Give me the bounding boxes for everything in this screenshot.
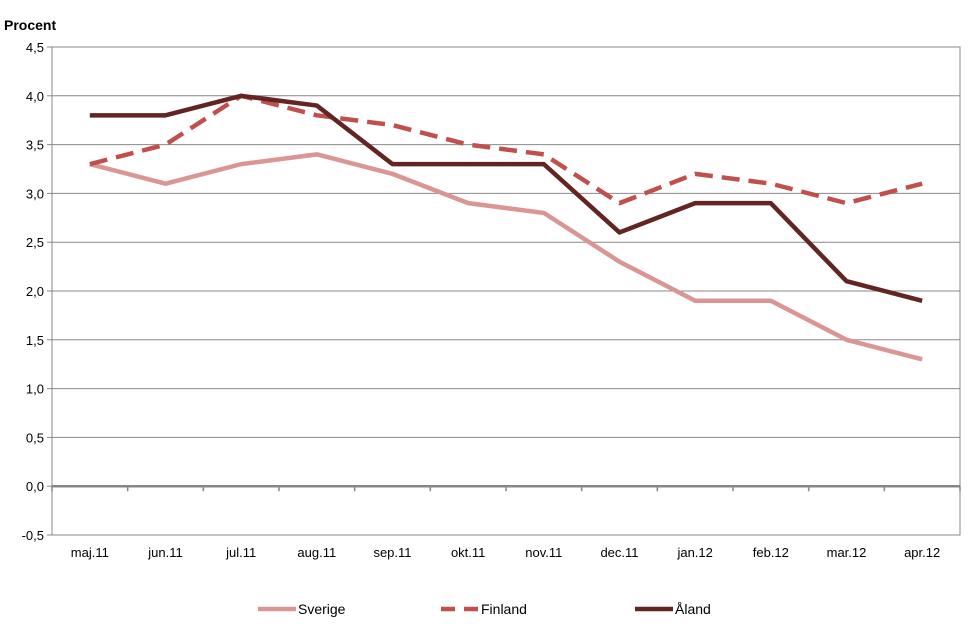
x-tick-label: apr.12 [904, 545, 940, 560]
y-tick-label: 4,0 [26, 89, 44, 104]
x-tick-label: aug.11 [297, 545, 336, 560]
y-tick-label: 0,5 [26, 430, 44, 445]
gridlines [51, 46, 961, 536]
x-tick-label: okt.11 [451, 545, 485, 560]
axes: 4,5 4,0 3,5 3,0 2,5 2,0 1,5 1,0 0,5 0,0 -0,5 maj.11… [22, 40, 961, 560]
x-tick-label: nov.11 [525, 545, 562, 560]
y-axis-label: Procent [4, 17, 56, 33]
x-tick-label: mar.12 [827, 545, 867, 560]
series-lines [89, 93, 923, 362]
x-tick-label: maj.11 [71, 545, 109, 560]
x-tick-label: jan.12 [676, 545, 712, 560]
y-tick-label: 3,5 [26, 138, 44, 153]
y-tick-label: 2,0 [26, 284, 44, 299]
y-tick-label: -0,5 [22, 528, 44, 543]
x-tick-label: jul.11 [225, 545, 256, 560]
x-tick-label: dec.11 [600, 545, 638, 560]
legend-label: Åland [675, 601, 711, 617]
x-tick-label: feb.12 [753, 545, 789, 560]
y-tick-label: 2,5 [26, 235, 44, 250]
legend-label: Finland [481, 601, 527, 617]
x-tick-label: sep.11 [373, 545, 411, 560]
y-tick-label: 3,0 [26, 186, 44, 201]
x-tick-label: jun.11 [147, 545, 182, 560]
y-tick-label: 1,5 [26, 333, 44, 348]
series-line-åland [89, 93, 923, 303]
y-tick-label: 4,5 [26, 40, 44, 55]
y-tick-label: 0,0 [26, 479, 44, 494]
series-line-finland [89, 93, 923, 206]
legend-label: Sverige [298, 601, 346, 617]
series-line-sverige [89, 152, 923, 362]
y-tick-label: 1,0 [26, 382, 44, 397]
legend: Sverige Finland Åland [258, 601, 711, 617]
